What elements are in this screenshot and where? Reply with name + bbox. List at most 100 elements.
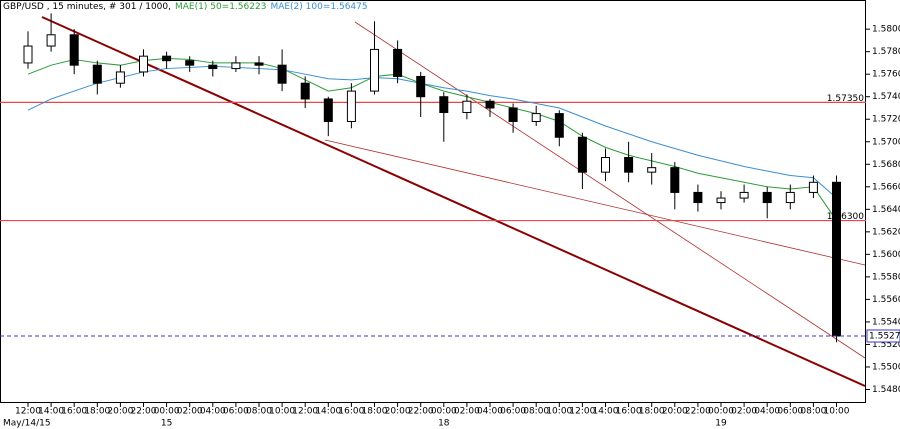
x-tick-label: 16:00 [338,407,364,417]
moving-average [27,65,837,199]
y-tick-label: 1.55400 [872,317,900,327]
y-tick-label: 1.55600 [872,295,900,305]
x-tick-label: 14:00 [593,407,619,417]
candle-body [393,48,403,77]
x-tick-label: 22:00 [408,407,434,417]
x-tick-label: 18:00 [639,407,665,417]
candle-body [346,90,356,122]
y-tick-label: 1.55800 [872,272,900,282]
x-tick-label: 12:00 [15,407,41,417]
x-tick-label: 18:00 [362,407,388,417]
candle-body [485,100,495,109]
x-tick-label: 18:00 [84,407,110,417]
candle-body [300,82,310,100]
candle-body [231,62,241,70]
candle-body [323,98,333,122]
candle-body [601,157,610,173]
date-label: 18 [438,419,450,429]
x-tick-label: 14:00 [315,407,341,417]
candle-body [508,107,518,122]
x-tick-label: 20:00 [385,407,411,417]
y-tick-label: 1.54800 [872,385,900,395]
x-tick-label: 04:00 [754,407,780,417]
candle-body [693,191,703,204]
level-label: 1.56300 [827,212,864,222]
y-tick-label: 1.56400 [872,205,900,215]
candle-body [670,167,680,193]
candle-body [577,136,587,173]
moving-average [27,57,837,221]
trendlines [41,16,866,387]
y-tick-label: 1.55000 [872,362,900,372]
x-tick-label: 14:00 [38,407,64,417]
candle-body [531,113,541,122]
candle-body [23,45,33,64]
trendline [41,16,866,387]
candle-body [69,34,79,66]
candle-body [462,100,472,113]
candle-body [785,191,795,204]
x-tick-label: 04:00 [200,407,226,417]
y-tick-label: 1.57400 [872,92,900,102]
x-tick-label: 06:00 [777,407,803,417]
title-part: MAE(1) 50=1.56223 [175,2,266,12]
date-label: 19 [715,419,727,429]
candle-body [162,55,172,62]
x-tick-label: 10:00 [824,407,850,417]
candle-body [370,48,379,92]
x-tick-label: 06:00 [500,407,526,417]
candle-body [624,157,634,173]
candle-body [208,64,218,70]
x-tick-label: 10:00 [546,407,572,417]
y-tick-label: 1.57600 [872,70,900,80]
x-tick-label: 08:00 [523,407,549,417]
candle-body [439,96,449,113]
x-tick-label: 04:00 [477,407,503,417]
y-tick-label: 1.57200 [872,115,900,125]
x-tick-label: 12:00 [292,407,318,417]
title-part: GBP/USD , 15 minutes, # 301 / 1000, [3,2,171,12]
x-tick-label: 16:00 [61,407,87,417]
candle-body [416,75,426,98]
x-tick-label: 02:00 [454,407,480,417]
plot-frame [0,0,866,403]
x-tick-label: 00:00 [154,407,180,417]
trendline [354,21,866,359]
y-tick-label: 1.56600 [872,182,900,192]
candle-body [185,60,195,66]
x-tick-label: 20:00 [662,407,688,417]
candle-body [808,181,818,193]
y-tick-label: 1.56800 [872,160,900,170]
x-tick-label: 12:00 [569,407,595,417]
chart-title: GBP/USD , 15 minutes, # 301 / 1000, MAE(1… [3,2,368,12]
candle-body [716,197,726,204]
x-tick-label: 00:00 [431,407,457,417]
x-tick-label: 00:00 [708,407,734,417]
candle-body [647,167,657,173]
x-tick-label: 10:00 [269,407,295,417]
date-label: 15 [161,419,172,429]
candle-body [46,34,56,47]
trendline [324,139,866,266]
x-tick-label: 20:00 [107,407,133,417]
x-tick-label: 02:00 [731,407,757,417]
current-price-box [866,329,900,343]
candle-body [115,71,125,84]
candle-body [92,64,102,84]
date-label: May/14/15 [3,419,51,429]
candle-body [762,191,772,204]
x-tick-label: 06:00 [223,407,249,417]
candle-body [739,191,749,199]
candle-body [832,181,841,337]
x-tick-label: 08:00 [246,407,272,417]
y-tick-label: 1.56200 [872,227,900,237]
y-tick-label: 1.58000 [872,25,900,35]
title-part: MAE(2) 100=1.56475 [270,2,367,12]
y-tick-label: 1.56000 [872,250,900,260]
x-tick-label: 16:00 [616,407,642,417]
x-tick-label: 22:00 [685,407,711,417]
candle-body [277,64,287,84]
y-tick-label: 1.57800 [872,47,900,57]
x-tick-label: 08:00 [800,407,826,417]
